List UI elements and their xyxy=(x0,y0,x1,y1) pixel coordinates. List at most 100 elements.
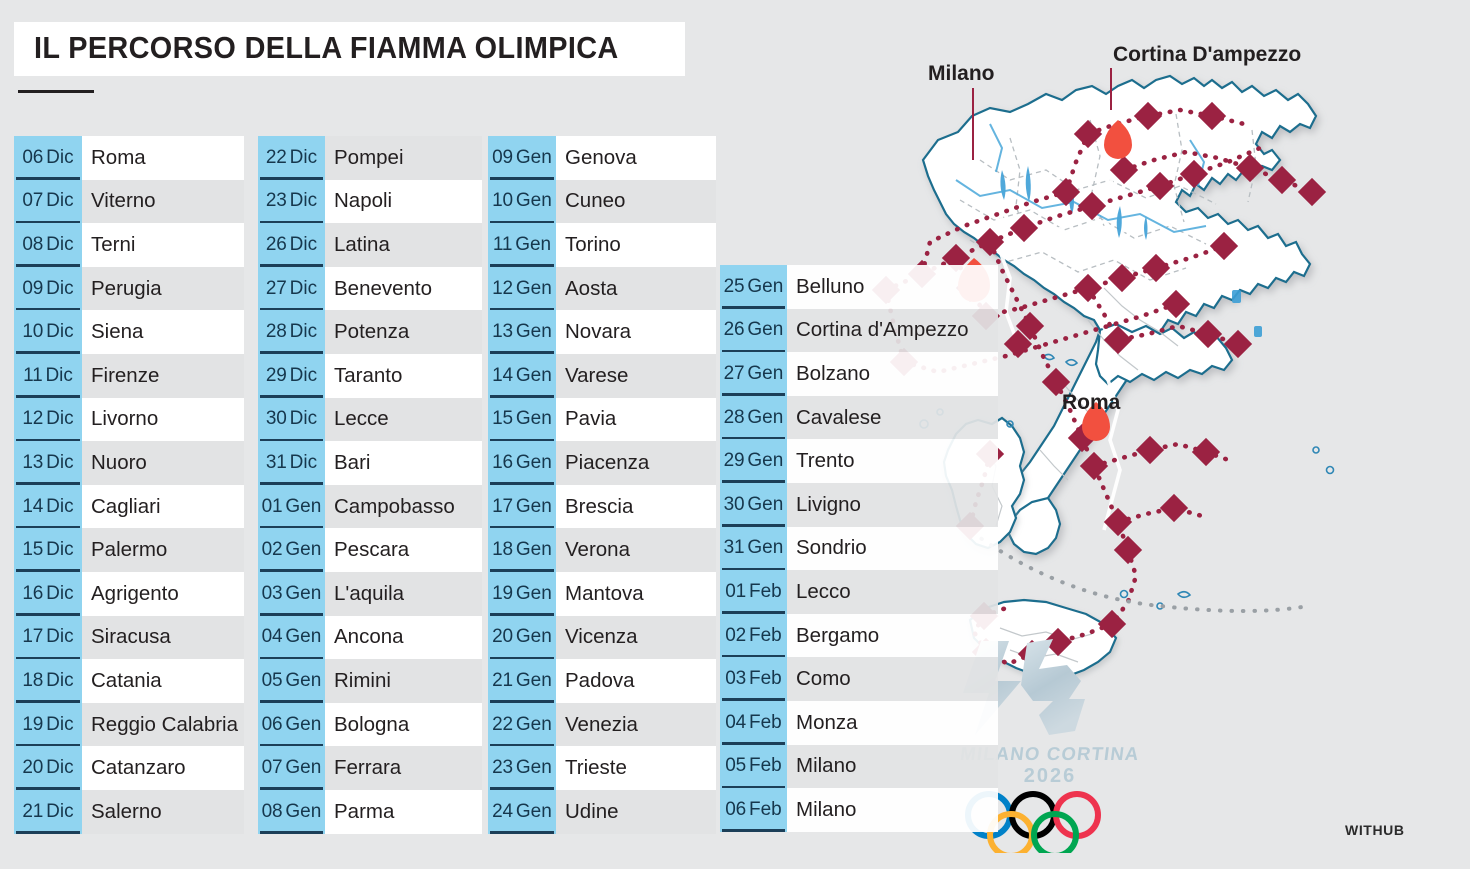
schedule-city-cell: Sondrio xyxy=(787,526,998,571)
schedule-day: 27 xyxy=(723,362,745,384)
schedule-city-cell: Udine xyxy=(556,789,716,834)
schedule-row: 26 Dic Latina xyxy=(258,223,482,267)
schedule-month: Dic xyxy=(46,277,74,299)
schedule-date-cell: 14 Gen xyxy=(488,353,556,398)
schedule-date-cell: 21 Gen xyxy=(488,659,556,703)
schedule-row: 09 Gen Genova xyxy=(488,136,716,180)
schedule-city-cell: Nuoro xyxy=(82,441,244,485)
schedule-day: 14 xyxy=(492,364,513,386)
schedule-month: Feb xyxy=(748,624,782,646)
schedule-month: Gen xyxy=(515,757,552,779)
schedule-day: 15 xyxy=(492,408,513,430)
schedule-date-cell: 22 Gen xyxy=(488,702,556,747)
schedule-city-cell: Trento xyxy=(787,439,998,483)
schedule-city-cell: Viterno xyxy=(82,179,244,224)
schedule-row: 20 Gen Vicenza xyxy=(488,615,716,660)
schedule-day: 02 xyxy=(725,624,746,646)
schedule-month: Dic xyxy=(46,451,74,473)
schedule-month: Gen xyxy=(285,757,322,779)
schedule-month: Dic xyxy=(289,364,318,386)
schedule-date-cell: 03 Feb xyxy=(720,657,787,701)
schedule-city-cell: Reggio Calabria xyxy=(82,702,244,747)
schedule-day: 11 xyxy=(23,364,43,386)
schedule-day: 10 xyxy=(492,190,513,212)
schedule-month: Gen xyxy=(285,669,322,691)
schedule-row: 27 Gen Bolzano xyxy=(720,352,998,396)
schedule-date-cell: 29 Gen xyxy=(720,439,787,483)
schedule-day: 01 xyxy=(725,580,746,602)
schedule-city-cell: Siracusa xyxy=(82,615,244,660)
schedule-date-cell: 12 Dic xyxy=(14,397,82,442)
schedule-date-cell: 10 Dic xyxy=(14,310,82,354)
schedule-date-cell: 16 Gen xyxy=(488,441,556,485)
schedule-date-cell: 27 Gen xyxy=(720,352,787,396)
schedule-row: 02 Gen Pescara xyxy=(258,528,482,572)
schedule-day: 03 xyxy=(725,668,746,690)
schedule-day: 30 xyxy=(723,493,745,515)
schedule-city-cell: Catanzaro xyxy=(82,746,244,790)
schedule-column-1: 06 Dic Roma 07 Dic Viterno 08 Dic Terni 09 Dic Peru… xyxy=(14,136,244,834)
schedule-city-cell: Ferrara xyxy=(325,746,482,790)
schedule-row: 02 Feb Bergamo xyxy=(720,613,998,658)
schedule-row: 12 Dic Livorno xyxy=(14,397,244,442)
schedule-day: 26 xyxy=(265,233,287,255)
schedule-city-cell: L'aquila xyxy=(325,571,482,616)
schedule-city-cell: Brescia xyxy=(556,484,716,529)
schedule-date-cell: 05 Feb xyxy=(720,744,787,789)
schedule-month: Gen xyxy=(285,626,322,648)
schedule-month: Dic xyxy=(46,669,74,691)
schedule-row: 18 Dic Catania xyxy=(14,659,244,703)
schedule-month: Gen xyxy=(747,275,784,297)
schedule-day: 22 xyxy=(265,146,287,168)
schedule-date-cell: 02 Gen xyxy=(258,528,325,572)
schedule-day: 19 xyxy=(22,713,44,735)
schedule-date-cell: 07 Gen xyxy=(258,746,325,790)
schedule-date-cell: 14 Dic xyxy=(14,484,82,529)
schedule-row: 01 Gen Campobasso xyxy=(258,484,482,529)
schedule-city-cell: Mantova xyxy=(556,571,716,616)
schedule-city-cell: Varese xyxy=(556,353,716,398)
schedule-day: 13 xyxy=(22,451,44,473)
schedule-day: 21 xyxy=(492,669,513,691)
schedule-month: Dic xyxy=(46,757,74,779)
schedule-day: 05 xyxy=(261,669,283,691)
schedule-date-cell: 03 Gen xyxy=(258,571,325,616)
schedule-day: 21 xyxy=(22,800,44,822)
page-title-text: IL PERCORSO DELLA FIAMMA OLIMPICA xyxy=(34,30,619,65)
schedule-row: 10 Dic Siena xyxy=(14,310,244,354)
schedule-day: 13 xyxy=(492,321,513,343)
schedule-row: 13 Dic Nuoro xyxy=(14,441,244,485)
schedule-row: 26 Gen Cortina d'Ampezzo xyxy=(720,308,998,353)
schedule-month: Dic xyxy=(289,233,318,255)
schedule-day: 28 xyxy=(265,321,287,343)
schedule-date-cell: 01 Feb xyxy=(720,570,787,614)
schedule-month: Gen xyxy=(515,582,552,604)
schedule-day: 31 xyxy=(265,451,287,473)
schedule-city-cell: Pavia xyxy=(556,397,716,442)
schedule-month: Dic xyxy=(46,146,74,168)
schedule-day: 20 xyxy=(492,626,513,648)
schedule-month: Gen xyxy=(515,408,552,430)
schedule-date-cell: 22 Dic xyxy=(258,136,325,180)
schedule-city-cell: Taranto xyxy=(325,353,482,398)
cortina-label: Cortina D'ampezzo xyxy=(1113,43,1302,66)
schedule-row: 29 Gen Trento xyxy=(720,439,998,483)
schedule-month: Gen xyxy=(747,493,784,515)
schedule-row: 31 Gen Sondrio xyxy=(720,526,998,571)
schedule-row: 06 Dic Roma xyxy=(14,136,244,180)
schedule-month: Gen xyxy=(515,321,552,343)
schedule-month: Dic xyxy=(45,364,73,386)
schedule-month: Gen xyxy=(515,800,552,822)
schedule-date-cell: 28 Dic xyxy=(258,310,325,354)
schedule-day: 23 xyxy=(492,757,513,779)
roma-label: Roma xyxy=(1062,391,1121,414)
schedule-month: Dic xyxy=(46,408,74,430)
schedule-day: 09 xyxy=(22,277,44,299)
schedule-row: 30 Dic Lecce xyxy=(258,397,482,442)
schedule-city-cell: Salerno xyxy=(82,789,244,834)
schedule-day: 06 xyxy=(261,713,283,735)
schedule-row: 03 Feb Como xyxy=(720,657,998,701)
schedule-month: Gen xyxy=(285,539,322,561)
schedule-day: 09 xyxy=(492,146,513,168)
schedule-month: Gen xyxy=(515,713,552,735)
